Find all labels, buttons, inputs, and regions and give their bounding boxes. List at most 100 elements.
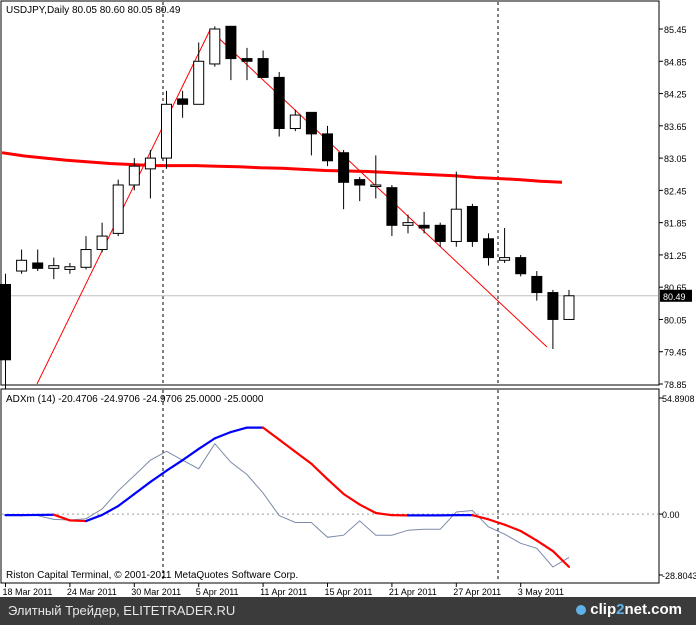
price-axis: 85.45 84.85 84.25 83.65 83.05 82.45 81.85 81.25… — [659, 25, 692, 390]
indicator-footer: Riston Capital Terminal, © 2001-2011 Met… — [6, 570, 298, 581]
price-tick-label: 81.25 — [664, 251, 687, 261]
adx-main-segment — [358, 503, 377, 515]
candle-body-bear — [434, 224, 446, 242]
trading-chart: 85.45 84.85 84.25 83.65 83.05 82.45 81.85 81.25… — [0, 0, 696, 597]
candle — [16, 249, 28, 274]
candle-body-bear — [515, 257, 527, 275]
adx-main-segment — [117, 492, 136, 508]
price-panel — [0, 0, 660, 386]
candle-body-bear — [0, 283, 11, 361]
price-tick-label: 83.65 — [664, 122, 687, 132]
candle — [466, 203, 478, 247]
candle — [515, 254, 527, 277]
date-tick-label: 21 Apr 2011 — [389, 587, 437, 597]
adx-main-segment — [503, 523, 522, 533]
candle-body-bull — [563, 295, 575, 320]
candle-body-bull — [161, 103, 172, 159]
candle-body-bull — [64, 266, 76, 270]
adx-main-segment — [213, 430, 232, 440]
adx-main-segment — [342, 492, 361, 506]
candle — [177, 90, 189, 118]
date-tick-label: 15 Apr 2011 — [325, 587, 373, 597]
candle — [450, 171, 462, 247]
candle-body-bull — [16, 259, 28, 272]
adx-main-segment — [181, 447, 200, 462]
brand-prefix: clip — [590, 601, 617, 618]
indicator-axis: 54.8908 0.00 -28.8043 — [659, 394, 696, 581]
date-tick-label: 11 Apr 2011 — [260, 587, 307, 597]
candle — [531, 271, 543, 301]
price-tick-label: 84.25 — [664, 90, 687, 100]
candle — [112, 179, 124, 237]
candle-body-bear — [338, 152, 350, 183]
adx-main-segment — [326, 478, 345, 496]
indicator-panel — [0, 388, 660, 584]
candle — [193, 42, 205, 105]
price-tick-label: 85.45 — [664, 25, 687, 35]
candle — [96, 222, 108, 253]
candle-body-bear — [418, 224, 430, 229]
candle — [209, 26, 221, 67]
candle-body-bull — [289, 114, 301, 130]
adx-main-segment — [229, 426, 249, 434]
candle-body-bear — [257, 58, 269, 78]
slow-ma-path — [1, 151, 563, 184]
date-tick-label: 27 Apr 2011 — [453, 587, 501, 597]
date-tick-label: 18 Mar 2011 — [3, 587, 53, 597]
adx-main-segment — [100, 504, 120, 517]
candle — [273, 72, 285, 137]
candle-body-bull — [80, 249, 92, 268]
candle — [370, 155, 382, 199]
indicator-tick-label: 54.8908 — [662, 394, 695, 404]
footer-source: Элитный Трейдер, ELITETRADER.RU — [8, 603, 236, 618]
indicator-tick-label: 0.00 — [662, 510, 680, 520]
date-tick-label: 30 Mar 2011 — [131, 587, 181, 597]
candle — [305, 111, 317, 156]
slow-ma-line — [1, 151, 563, 184]
adx-main-segment — [52, 513, 72, 522]
adx-main-segment — [133, 480, 152, 496]
candle — [338, 150, 350, 210]
price-tick-label: 79.45 — [664, 348, 687, 358]
candle-body-bull — [499, 257, 511, 261]
candles — [0, 25, 575, 538]
candle-body-bear — [322, 133, 333, 162]
price-tick-label: 78.85 — [664, 380, 687, 390]
candle-body-bear — [386, 187, 398, 226]
candle — [289, 109, 301, 132]
adx-main-segment — [519, 529, 538, 542]
date-tick-label: 5 Apr 2011 — [196, 587, 239, 597]
adx-main-segment — [471, 514, 490, 521]
candle-body-bear — [547, 292, 559, 320]
candle-body-bull — [193, 60, 205, 105]
adx-main-segment — [68, 519, 88, 523]
candle — [144, 150, 156, 199]
candle-body-bear — [273, 76, 285, 130]
indicator-header: ADXm (14) -20.4706 -24.9706 -24.9706 25.… — [6, 394, 264, 405]
candle-body-bear — [241, 58, 253, 62]
candle-body-bull — [48, 265, 60, 269]
clip2net-logo[interactable]: clip2net.com — [576, 601, 682, 618]
price-tick-label: 82.45 — [664, 186, 687, 196]
candle — [241, 47, 253, 81]
candle — [386, 184, 398, 237]
price-header: USDJPY,Daily 80.05 80.60 80.05 80.49 — [6, 5, 181, 16]
candle-body-bear — [531, 275, 543, 294]
adx-main-segment — [165, 459, 184, 472]
adx-main-segment — [84, 513, 104, 523]
candle-body-bull — [96, 235, 108, 251]
adx-main-segment — [551, 549, 571, 568]
adx-main-segment — [197, 437, 216, 451]
candle-body-bear — [177, 98, 189, 105]
candle — [225, 25, 237, 81]
candle — [161, 90, 172, 169]
last-price-box — [660, 289, 692, 302]
candle — [128, 158, 140, 191]
candle-body-bull — [402, 222, 414, 226]
indicator-tick-label: -28.8043 — [662, 571, 696, 581]
candle-body-bear — [32, 262, 44, 269]
candle — [32, 249, 44, 272]
candle-body-bull — [370, 184, 382, 187]
candle-body-bear — [483, 238, 494, 259]
candle-body-bull — [112, 184, 124, 234]
